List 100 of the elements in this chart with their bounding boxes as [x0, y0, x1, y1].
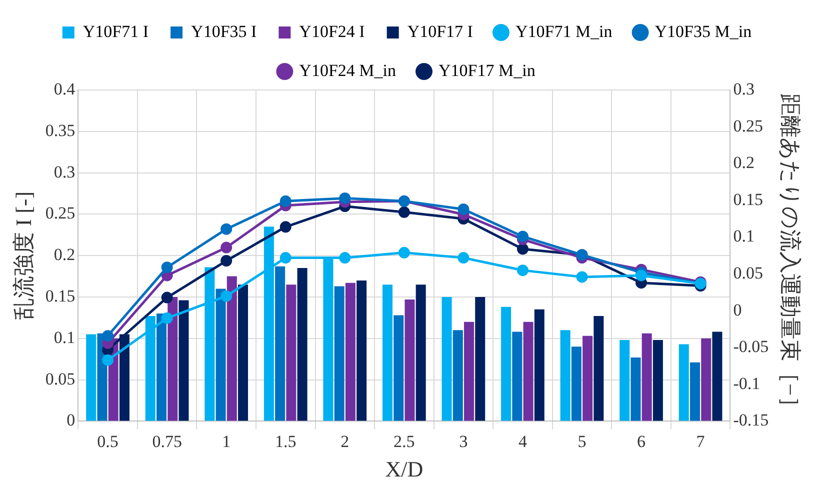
point	[636, 270, 648, 282]
legend-label: Y10F71 I	[82, 22, 149, 41]
bar	[382, 284, 392, 421]
bar	[571, 346, 582, 421]
point	[398, 246, 410, 258]
bar	[512, 332, 522, 421]
bar	[712, 332, 722, 421]
y-tick-label: 0.25	[45, 204, 76, 223]
bar	[701, 338, 712, 421]
bar	[464, 322, 474, 421]
bar	[475, 297, 486, 421]
point	[102, 330, 114, 342]
point	[280, 252, 292, 264]
point	[339, 192, 351, 204]
y2-tick-label: 0.2	[733, 153, 754, 172]
y2-tick-label: -0.15	[733, 410, 769, 430]
y-tick-label: 0.05	[45, 369, 76, 388]
point	[576, 271, 588, 283]
y2-tick-label: 0	[733, 300, 742, 320]
x-tick-label: 3	[459, 432, 468, 451]
point	[220, 290, 232, 302]
point	[220, 223, 232, 235]
bar	[404, 299, 415, 421]
y2-tick-label: 0.05	[733, 263, 763, 282]
point	[220, 242, 232, 254]
x-tick-label: 4	[518, 432, 528, 451]
legend-label: Y10F17 I	[407, 22, 474, 41]
point	[458, 203, 470, 215]
y-tick-label: 0.2	[54, 245, 76, 264]
point	[516, 243, 528, 255]
bar	[394, 315, 404, 421]
bar	[652, 340, 663, 421]
point	[516, 230, 528, 242]
point	[458, 252, 470, 264]
bar	[275, 266, 286, 421]
point	[161, 312, 173, 324]
y2-tick-label: 0.25	[733, 116, 763, 136]
y-tick-label: 0	[66, 410, 76, 430]
legend-label: Y10F24 I	[299, 22, 366, 41]
bar	[690, 362, 700, 421]
bar	[523, 322, 534, 421]
bar	[630, 357, 641, 421]
bar	[286, 284, 296, 421]
bar	[356, 280, 367, 421]
bar	[594, 316, 604, 421]
x-tick-label: 0.5	[97, 432, 118, 451]
point	[102, 354, 114, 366]
y2-tick-label: 0.3	[733, 79, 754, 98]
y2-tick-label: -0.1	[733, 374, 760, 393]
bar	[678, 344, 689, 421]
bar	[452, 330, 463, 421]
legend-label: Y10F24 M_in	[299, 60, 396, 80]
y2-tick-label: -0.05	[733, 337, 769, 356]
y2-tick-label: 0.15	[733, 190, 763, 209]
x-tick-label: 5	[578, 432, 586, 451]
bar	[442, 297, 452, 421]
x-tick-label: 1	[222, 432, 231, 451]
bar	[178, 300, 189, 421]
x-tick-label: 7	[696, 432, 706, 451]
bar	[86, 334, 96, 421]
bar	[534, 309, 544, 421]
x-tick-label: 1.5	[274, 432, 296, 451]
legend-label: Y10F35 M_in	[654, 22, 752, 41]
x-tick-label: 2	[340, 432, 350, 451]
x-tick-label: 0.75	[152, 432, 182, 451]
y2-axis-title: 距離あたりの流入運動量束［−］	[778, 93, 804, 418]
point	[280, 195, 292, 207]
point	[161, 262, 173, 274]
y-tick-label: 0.4	[54, 79, 76, 98]
point	[398, 206, 410, 218]
bar	[416, 284, 426, 421]
bar	[226, 276, 237, 421]
bar	[238, 284, 248, 421]
point	[220, 255, 232, 266]
y-axis-title: 乱流強度 I [-]	[10, 191, 36, 320]
legend-label: Y10F71 M_in	[515, 22, 613, 41]
bar	[334, 286, 344, 421]
y-tick-label: 0.35	[45, 120, 76, 140]
x-tick-label: 6	[637, 432, 646, 451]
y-tick-label: 0.3	[54, 162, 76, 182]
bar	[297, 268, 308, 421]
point	[339, 252, 351, 264]
y-tick-label: 0.1	[54, 328, 76, 347]
bar	[345, 282, 356, 421]
bar	[560, 330, 570, 421]
bar	[582, 336, 593, 421]
point	[516, 264, 528, 276]
point	[280, 221, 292, 233]
bar	[156, 314, 167, 421]
bar	[216, 288, 226, 421]
legend-label: Y10F17 M_in	[438, 60, 536, 80]
y2-tick-label: 0.1	[733, 226, 754, 246]
legend-label: Y10F35 I	[191, 22, 258, 41]
y-tick-label: 0.15	[45, 286, 76, 306]
bar	[620, 340, 630, 421]
bar	[168, 297, 178, 421]
x-axis-title: X/D	[385, 456, 424, 482]
x-tick-label: 2.5	[394, 432, 415, 451]
bar	[501, 306, 512, 421]
bar	[642, 333, 652, 421]
